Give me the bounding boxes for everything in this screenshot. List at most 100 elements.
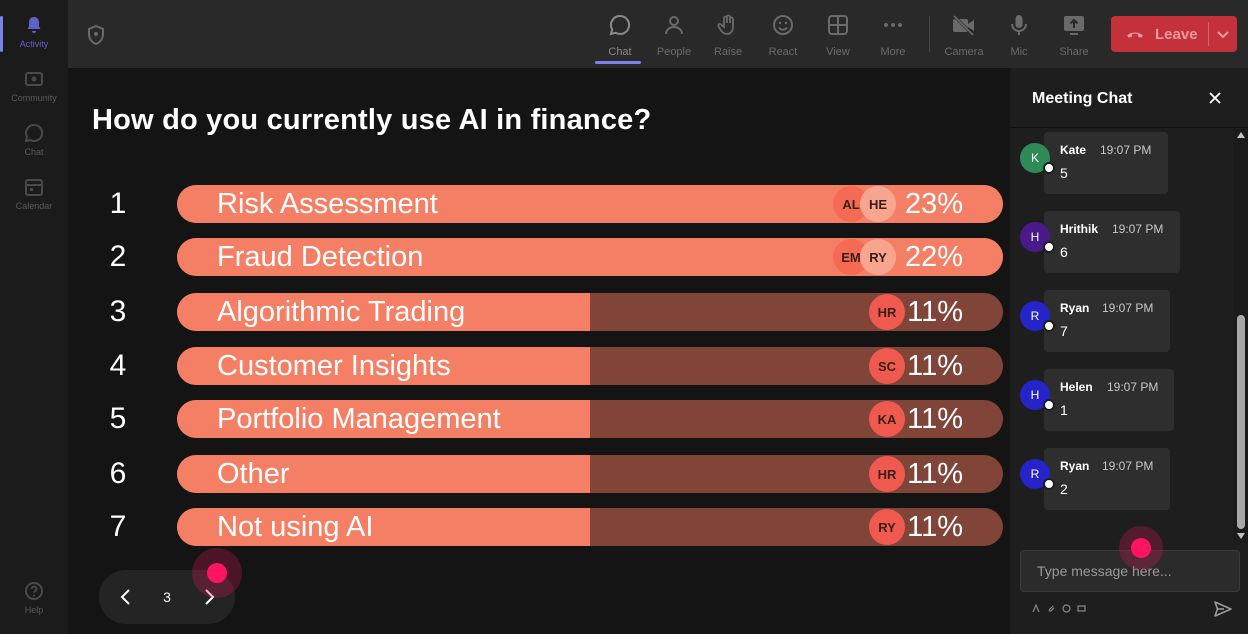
react-button-label: React bbox=[768, 46, 798, 58]
voter-avatar: HE bbox=[860, 186, 896, 222]
hand-icon bbox=[715, 12, 741, 38]
chat-message: Ryan 19:07 PM 2 R bbox=[1011, 445, 1233, 510]
poll-option-row: 7 Not using AI RY 11% bbox=[68, 508, 1010, 546]
poll-option-bar: Other HR 11% bbox=[177, 455, 1003, 493]
smiley-icon bbox=[770, 12, 796, 38]
rail-item-chat[interactable]: Chat bbox=[4, 116, 64, 166]
poll-option-bar: Not using AI RY 11% bbox=[177, 508, 1003, 546]
voter-avatar: RY bbox=[869, 509, 905, 545]
attach-icon[interactable] bbox=[1046, 603, 1057, 614]
message-text: 6 bbox=[1060, 244, 1068, 260]
poll-option-number: 1 bbox=[109, 187, 127, 220]
poll-option-row: 3 Algorithmic Trading HR 11% bbox=[68, 293, 1010, 331]
message-time: 19:07 PM bbox=[1102, 459, 1154, 473]
poll-option-number: 4 bbox=[109, 349, 127, 382]
rail-item-community[interactable]: Community bbox=[4, 62, 64, 112]
poll-option-fill bbox=[177, 293, 590, 331]
send-icon[interactable] bbox=[1213, 599, 1233, 619]
poll-option-fill bbox=[177, 508, 590, 546]
chat-message: Helen 19:07 PM 1 H bbox=[1011, 366, 1233, 431]
close-icon[interactable] bbox=[1207, 90, 1223, 106]
mic-button-label: Mic bbox=[1010, 46, 1028, 58]
message-sender: Ryan bbox=[1060, 459, 1090, 473]
voter-avatar: RY bbox=[860, 239, 896, 275]
community-icon bbox=[23, 68, 45, 90]
presence-status-icon bbox=[1043, 399, 1055, 411]
page-number: 3 bbox=[163, 589, 171, 605]
more-button[interactable]: More bbox=[866, 8, 920, 64]
format-icon[interactable] bbox=[1031, 603, 1042, 614]
poll-option-label: Other bbox=[217, 458, 290, 490]
poll-option-label: Risk Assessment bbox=[217, 188, 438, 220]
poll-option-fill bbox=[177, 400, 590, 438]
poll-option-fill bbox=[177, 455, 590, 493]
message-sender: Hrithik bbox=[1060, 222, 1099, 236]
gif-icon[interactable] bbox=[1076, 603, 1087, 614]
message-bubble: Ryan 19:07 PM 7 bbox=[1044, 290, 1170, 352]
chat-message-input[interactable] bbox=[1020, 550, 1240, 592]
poll-option-percent: 11% bbox=[907, 511, 963, 543]
people-button[interactable]: People bbox=[647, 8, 701, 64]
leave-button[interactable]: Leave bbox=[1111, 16, 1237, 52]
rail-item-calendar[interactable]: Calendar bbox=[4, 170, 64, 220]
scroll-down-arrow-icon[interactable] bbox=[1237, 533, 1245, 539]
poll-option-label: Algorithmic Trading bbox=[217, 296, 466, 328]
poll-option-row: 2 Fraud Detection EM RY 22% bbox=[68, 238, 1010, 276]
poll-option-row: 4 Customer Insights SC 11% bbox=[68, 347, 1010, 385]
message-text: 2 bbox=[1060, 481, 1068, 497]
poll-option-number: 6 bbox=[109, 457, 127, 490]
poll-option-label: Customer Insights bbox=[217, 350, 451, 382]
poll-option-row: 6 Other HR 11% bbox=[68, 455, 1010, 493]
rail-item-activity[interactable]: Activity bbox=[0, 8, 64, 58]
voter-avatar: SC bbox=[869, 348, 905, 384]
poll-option-label: Not using AI bbox=[217, 511, 374, 543]
chat-icon bbox=[23, 122, 45, 144]
click-indicator bbox=[1119, 526, 1163, 570]
more-dots-icon bbox=[880, 12, 906, 38]
calendar-icon bbox=[23, 176, 45, 198]
poll-option-row: 1 Risk Assessment AL HE 23% bbox=[68, 185, 1010, 223]
emoji-icon[interactable] bbox=[1061, 603, 1072, 614]
chat-message: Ryan 19:07 PM 7 R bbox=[1011, 287, 1233, 352]
meeting-toolbar: Chat People Raise React View More bbox=[68, 0, 1248, 68]
more-button-label: More bbox=[880, 46, 906, 58]
mic-button[interactable]: Mic bbox=[992, 8, 1046, 64]
poll-question: How do you currently use AI in finance? bbox=[92, 104, 652, 136]
voter-avatar: HR bbox=[869, 456, 905, 492]
poll-option-percent: 23% bbox=[904, 188, 963, 220]
chat-button[interactable]: Chat bbox=[593, 8, 647, 64]
grid-view-icon bbox=[825, 12, 851, 38]
scroll-thumb[interactable] bbox=[1237, 315, 1245, 529]
leave-label: Leave bbox=[1155, 25, 1198, 43]
raise-hand-button[interactable]: Raise bbox=[701, 8, 755, 64]
rail-item-label: Chat bbox=[24, 147, 44, 157]
message-text: 1 bbox=[1060, 402, 1068, 418]
chevron-down-icon[interactable] bbox=[1215, 26, 1231, 42]
message-text: 7 bbox=[1060, 323, 1068, 339]
chat-message: Hrithik 19:07 PM 6 H bbox=[1011, 208, 1233, 273]
meeting-chat-panel: Meeting Chat Kate 19:07 PM 5 K Hrithik 19:07 … bbox=[1010, 68, 1248, 634]
poll-option-percent: 11% bbox=[907, 403, 963, 435]
bell-icon bbox=[23, 14, 45, 36]
chevron-left-icon[interactable] bbox=[114, 585, 138, 609]
poll-option-label: Portfolio Management bbox=[217, 403, 501, 435]
scroll-up-arrow-icon[interactable] bbox=[1237, 132, 1245, 138]
react-button[interactable]: React bbox=[756, 8, 810, 64]
shield-icon bbox=[86, 24, 106, 46]
share-button[interactable]: Share bbox=[1047, 8, 1101, 64]
camera-button[interactable]: Camera bbox=[937, 8, 991, 64]
poll-option-bar: Risk Assessment AL HE 23% bbox=[177, 185, 1003, 223]
help-icon bbox=[23, 580, 45, 602]
poll-option-number: 7 bbox=[109, 510, 127, 543]
presence-status-icon bbox=[1043, 478, 1055, 490]
message-sender: Helen bbox=[1060, 380, 1093, 394]
voter-avatar: HR bbox=[869, 294, 905, 330]
rail-item-help[interactable]: Help bbox=[4, 574, 64, 624]
view-button[interactable]: View bbox=[811, 8, 865, 64]
chevron-right-icon[interactable] bbox=[197, 585, 221, 609]
chat-scrollbar[interactable] bbox=[1233, 129, 1248, 543]
left-rail: Activity Community Chat Calendar Help bbox=[0, 0, 68, 634]
avatar[interactable]: H bbox=[1020, 222, 1050, 252]
poll-option-number: 3 bbox=[109, 295, 127, 328]
person-icon bbox=[661, 12, 687, 38]
